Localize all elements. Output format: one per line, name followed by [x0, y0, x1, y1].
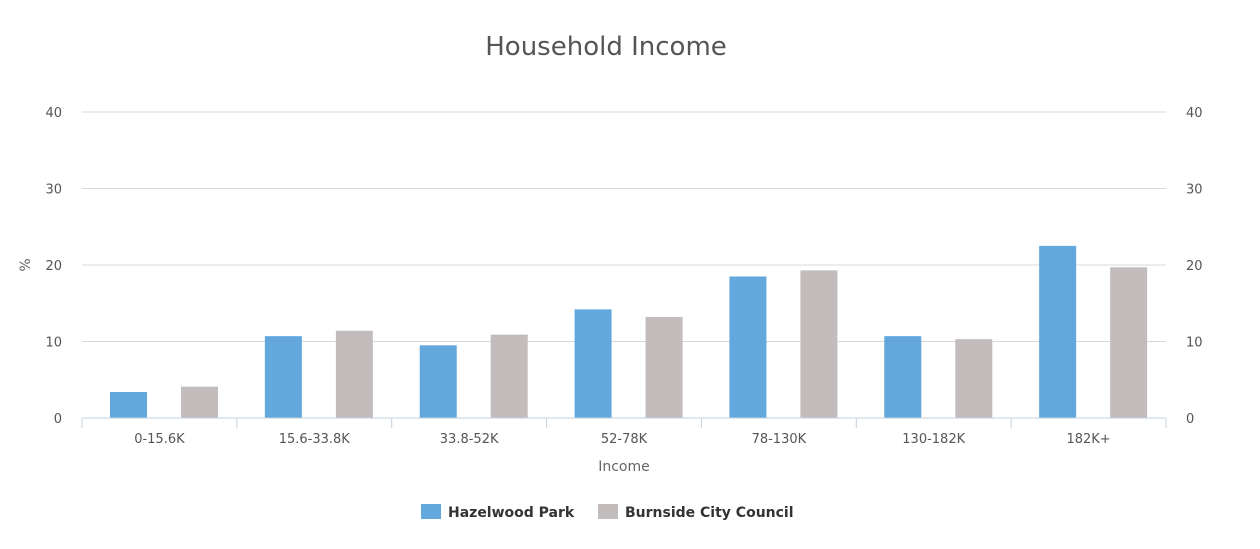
legend-item[interactable]: Hazelwood Park — [421, 504, 575, 521]
y-axis-title: % — [18, 258, 34, 271]
y-tick-label-right: 0 — [1186, 412, 1194, 427]
x-axis-title: Income — [598, 459, 650, 475]
bar — [1110, 267, 1148, 418]
y-tick-label: 40 — [45, 106, 62, 121]
bar — [181, 386, 218, 418]
bar — [419, 345, 457, 418]
gridlines — [82, 111, 1166, 342]
y-tick-label-right: 30 — [1186, 183, 1203, 198]
y-tick-label-right: 10 — [1186, 336, 1203, 351]
y-axis-right: 0 10 20 30 40 — [1186, 106, 1203, 427]
x-tick-label: 0-15.6K — [134, 432, 185, 447]
bars — [110, 245, 1148, 418]
bar — [110, 391, 147, 418]
y-tick-label: 0 — [54, 412, 62, 427]
bar — [729, 276, 767, 418]
y-tick-label-right: 20 — [1186, 259, 1203, 274]
x-tick-label: 52-78K — [601, 432, 648, 447]
bar — [574, 309, 612, 418]
x-tick-label: 130-182K — [902, 432, 965, 447]
x-axis: 0-15.6K 15.6-33.8K 33.8-52K 52-78K 78-130K 13… — [81, 417, 1167, 447]
legend-label: Burnside City Council — [625, 505, 794, 521]
bar — [1039, 245, 1077, 418]
bar — [335, 330, 373, 418]
y-axis-left: 0 10 20 30 40 — [45, 106, 62, 427]
legend-item[interactable]: Burnside City Council — [598, 504, 794, 521]
y-tick-label: 30 — [45, 183, 62, 198]
bar — [645, 317, 683, 418]
bar — [955, 339, 993, 418]
x-tick-label: 78-130K — [752, 432, 807, 447]
bar — [884, 336, 922, 418]
legend-swatch — [598, 504, 618, 519]
bar — [800, 270, 838, 418]
legend-swatch — [421, 504, 441, 519]
x-tick-label: 182K+ — [1066, 432, 1110, 447]
x-tick-label: 33.8-52K — [440, 432, 499, 447]
chart-title: Household Income — [485, 32, 727, 62]
y-tick-label-right: 40 — [1186, 106, 1203, 121]
y-tick-label: 20 — [45, 259, 62, 274]
x-tick-label: 15.6-33.8K — [279, 432, 351, 447]
bar — [490, 334, 528, 418]
legend-label: Hazelwood Park — [448, 505, 575, 521]
bar — [264, 336, 302, 418]
legend: Hazelwood Park Burnside City Council — [421, 504, 794, 521]
y-tick-label: 10 — [45, 336, 62, 351]
